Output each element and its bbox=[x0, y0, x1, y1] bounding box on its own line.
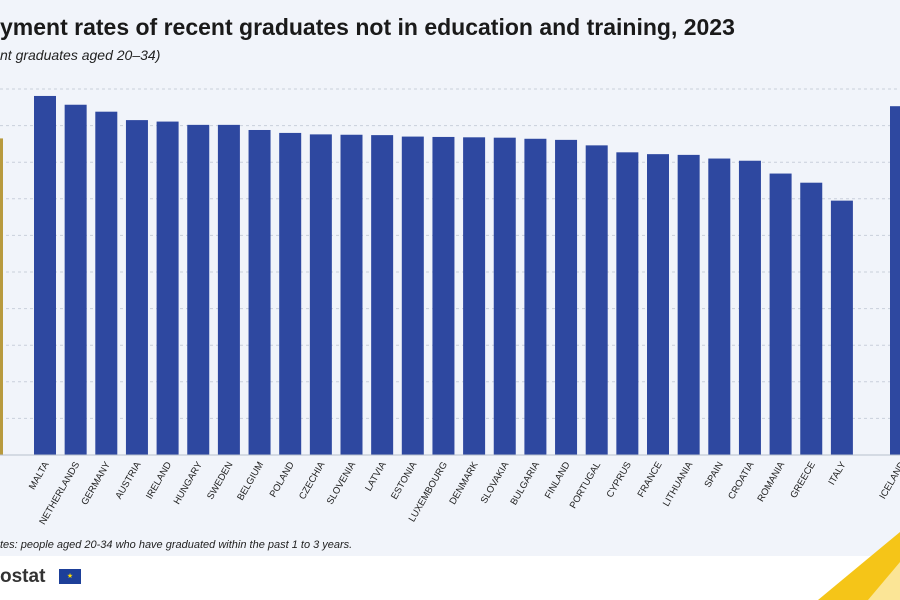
bar bbox=[217, 124, 240, 456]
bar bbox=[125, 120, 148, 456]
bar bbox=[524, 138, 547, 455]
bar bbox=[585, 145, 608, 455]
bar bbox=[401, 136, 424, 455]
bar-highlight bbox=[0, 138, 3, 455]
bar bbox=[677, 154, 700, 455]
chart-subtitle: nt graduates aged 20–34) bbox=[0, 47, 161, 63]
bar bbox=[156, 121, 179, 455]
bar bbox=[708, 158, 731, 456]
bar bbox=[371, 135, 394, 455]
bar bbox=[64, 104, 87, 455]
bar bbox=[769, 173, 792, 455]
chart-title: yment rates of recent graduates not in e… bbox=[0, 14, 735, 40]
eurostat-logo: ostat bbox=[0, 566, 46, 587]
bar bbox=[830, 200, 853, 455]
chart-note: tes: people aged 20-34 who have graduate… bbox=[0, 539, 353, 551]
bar bbox=[248, 129, 271, 455]
footer-band bbox=[0, 556, 900, 600]
bar bbox=[34, 95, 56, 455]
bar bbox=[555, 139, 578, 455]
bar bbox=[309, 134, 332, 455]
bar bbox=[463, 137, 486, 455]
bar bbox=[279, 132, 302, 456]
bar bbox=[647, 154, 669, 455]
bar bbox=[738, 160, 761, 455]
bar bbox=[616, 152, 639, 455]
bar bbox=[493, 137, 516, 456]
eu-flag-icon: ★ bbox=[59, 569, 81, 584]
bar bbox=[432, 136, 455, 456]
bar bbox=[340, 134, 363, 455]
bar bbox=[95, 111, 118, 455]
bar bbox=[890, 106, 900, 456]
bar bbox=[187, 124, 210, 456]
bar bbox=[800, 182, 823, 456]
